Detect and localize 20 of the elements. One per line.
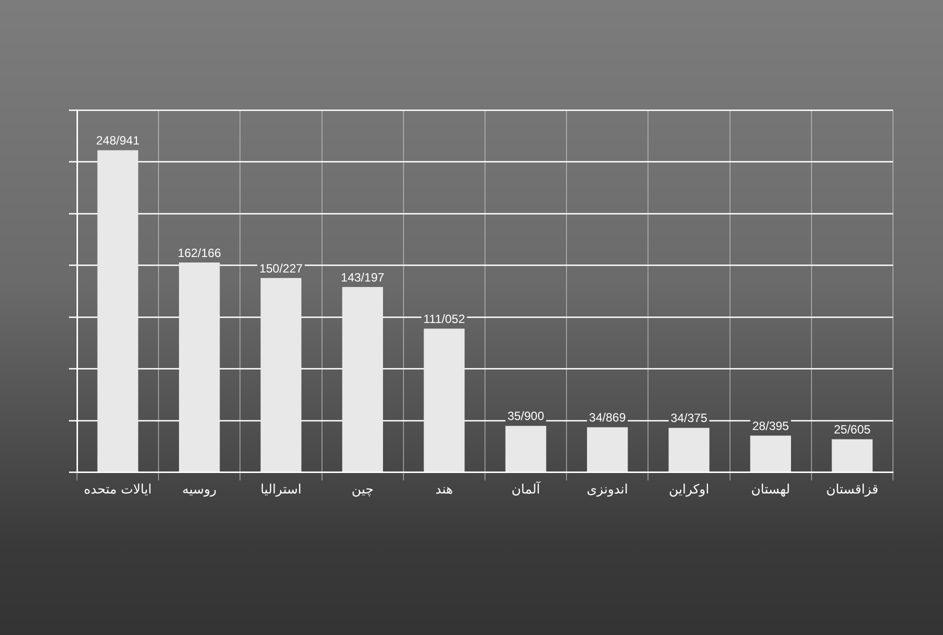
x-tick-label: هند [435, 482, 454, 498]
data-label: 162/166 [178, 246, 222, 260]
data-label: 34/375 [670, 411, 708, 426]
data-label: 35/900 [507, 409, 544, 424]
x-tick-label: استرالیا [260, 482, 302, 498]
x-tick-label: اوکراین [668, 482, 710, 498]
data-label: 28/395 [752, 418, 790, 433]
x-tick-label: چین [352, 482, 374, 498]
data-label: 143/197 [340, 270, 385, 284]
data-label: 34/869 [589, 410, 626, 425]
x-tick-label: قزاقستان [826, 482, 878, 498]
data-label: 150/227 [259, 261, 304, 276]
x-tick-label: لهستان [751, 482, 790, 498]
x-tick-label: آلمان [511, 480, 542, 498]
x-tick-label: روسیه [182, 482, 217, 498]
data-label: 25/605 [834, 422, 871, 437]
data-label: 248/941 [96, 134, 140, 148]
data-label: 111/052 [423, 312, 466, 326]
x-tick-label: اندونزی [586, 482, 628, 498]
x-tick-label: ایالات متحده [84, 482, 152, 498]
